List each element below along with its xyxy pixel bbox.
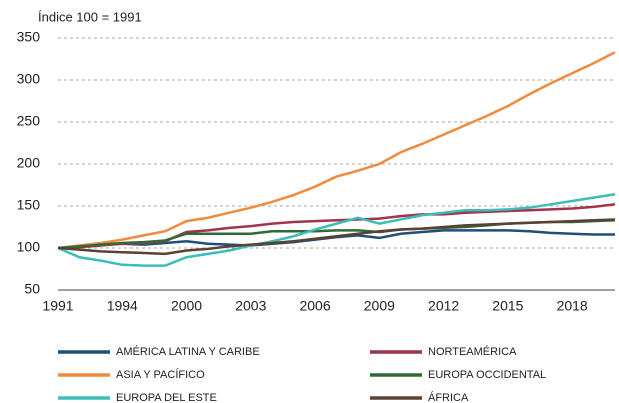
y-tick-label: 350	[17, 29, 41, 45]
y-tick-label: 50	[24, 281, 40, 297]
legend-label: NORTEAMÉRICA	[428, 345, 517, 358]
y-tick-label: 300	[17, 71, 41, 87]
x-tick-label: 1994	[107, 298, 138, 314]
series-line	[57, 229, 615, 250]
legend-label: EUROPA OCCIDENTAL	[428, 369, 546, 381]
series-line	[57, 193, 616, 267]
y-tick-label: 250	[17, 113, 41, 129]
series-line	[57, 51, 616, 250]
x-tick-label: 2009	[364, 298, 395, 314]
chart-subtitle: Índice 100 = 1991	[38, 9, 142, 24]
legend-label: EUROPA DEL ESTE	[116, 392, 217, 403]
x-tick-label: 2003	[235, 298, 266, 314]
y-tick-label: 200	[17, 155, 41, 171]
x-tick-label: 2006	[299, 298, 330, 314]
legend-label: ASIA Y PACÍFICO	[116, 368, 205, 381]
series-line	[57, 218, 616, 256]
x-tick-label: 2012	[428, 298, 459, 314]
y-tick-label: 100	[17, 239, 41, 255]
y-tick-label: 150	[17, 197, 41, 213]
x-tick-label: 2018	[557, 298, 588, 314]
x-tick-label: 2015	[492, 298, 523, 314]
x-tick-label: 1991	[42, 298, 73, 314]
legend-label: AMÉRICA LATINA Y CARIBE	[116, 345, 260, 358]
x-tick-label: 2000	[171, 298, 202, 314]
legend-label: ÁFRICA	[428, 391, 469, 403]
